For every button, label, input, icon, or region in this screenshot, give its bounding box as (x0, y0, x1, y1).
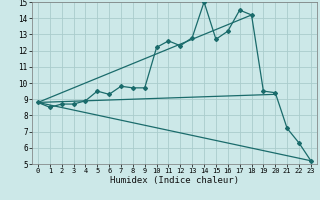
X-axis label: Humidex (Indice chaleur): Humidex (Indice chaleur) (110, 176, 239, 185)
